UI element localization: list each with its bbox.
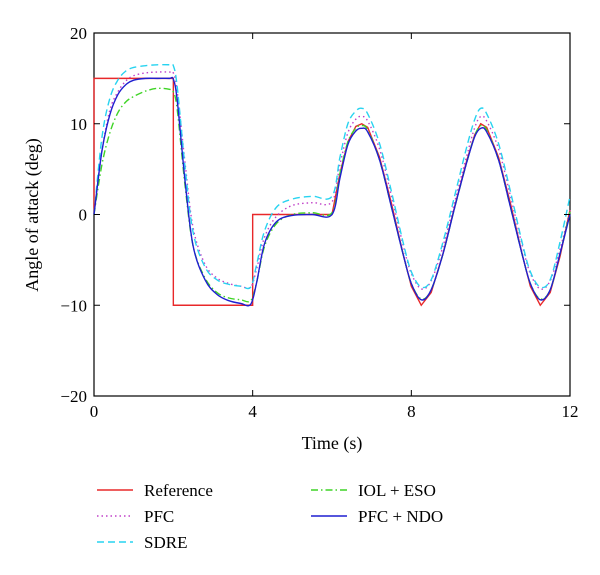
y-tick-label: 10	[70, 115, 87, 134]
legend-label-0: Reference	[144, 481, 213, 500]
legend: Reference PFC SDRE IOL + ESO PFC + NDO	[97, 481, 443, 552]
x-tick-label: 12	[562, 402, 579, 421]
x-axis-label: Time (s)	[302, 433, 363, 454]
series-line-4	[93, 76, 571, 307]
legend-label-3: IOL + ESO	[358, 481, 436, 500]
axis-ticks: 0 4 8 12 −20 −10 0 10 20	[60, 24, 578, 421]
series-line-1	[93, 70, 571, 290]
y-tick-label: 20	[70, 24, 87, 43]
series-line-2	[93, 63, 571, 290]
legend-label-4: PFC + NDO	[358, 507, 443, 526]
series-line-3	[93, 87, 571, 303]
y-tick-label: −20	[60, 387, 87, 406]
legend-label-1: PFC	[144, 507, 174, 526]
y-tick-label: 0	[79, 206, 88, 225]
y-tick-label: −10	[60, 296, 87, 315]
x-tick-label: 8	[407, 402, 416, 421]
y-axis-label: Angle of attack (deg)	[22, 138, 43, 291]
plot-lines	[93, 63, 571, 307]
legend-label-2: SDRE	[144, 533, 187, 552]
x-tick-label: 0	[90, 402, 99, 421]
x-tick-label: 4	[248, 402, 257, 421]
